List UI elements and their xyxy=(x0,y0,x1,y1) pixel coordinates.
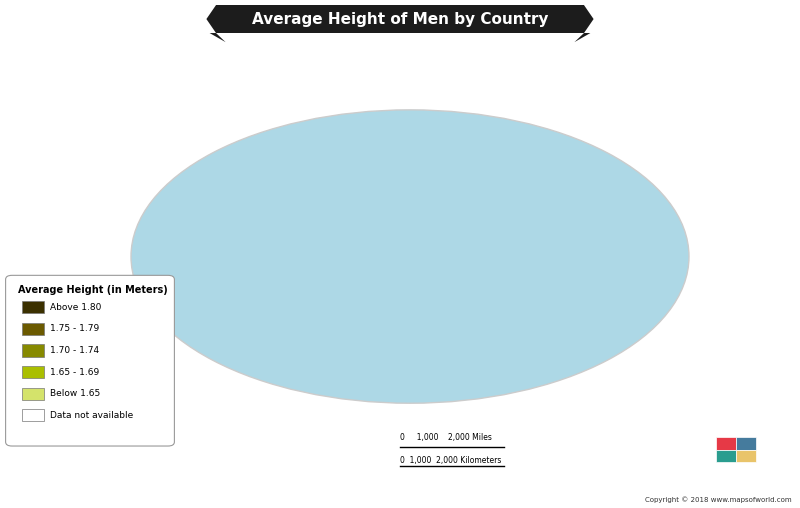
Text: Above 1.80: Above 1.80 xyxy=(50,303,102,312)
Text: 0  1,000  2,000 Kilometers: 0 1,000 2,000 Kilometers xyxy=(400,456,502,465)
Text: Data not available: Data not available xyxy=(50,411,134,420)
Text: 1.70 - 1.74: 1.70 - 1.74 xyxy=(50,346,99,355)
Text: Below 1.65: Below 1.65 xyxy=(50,389,101,398)
Text: 0     1,000    2,000 Miles: 0 1,000 2,000 Miles xyxy=(400,433,492,442)
Text: Average Height (in Meters): Average Height (in Meters) xyxy=(18,285,168,296)
Text: 1.75 - 1.79: 1.75 - 1.79 xyxy=(50,325,100,333)
Ellipse shape xyxy=(131,110,689,403)
Text: Copyright © 2018 www.mapsofworld.com: Copyright © 2018 www.mapsofworld.com xyxy=(646,496,792,503)
Text: Average Height of Men by Country: Average Height of Men by Country xyxy=(252,12,548,26)
Text: 1.65 - 1.69: 1.65 - 1.69 xyxy=(50,368,100,376)
